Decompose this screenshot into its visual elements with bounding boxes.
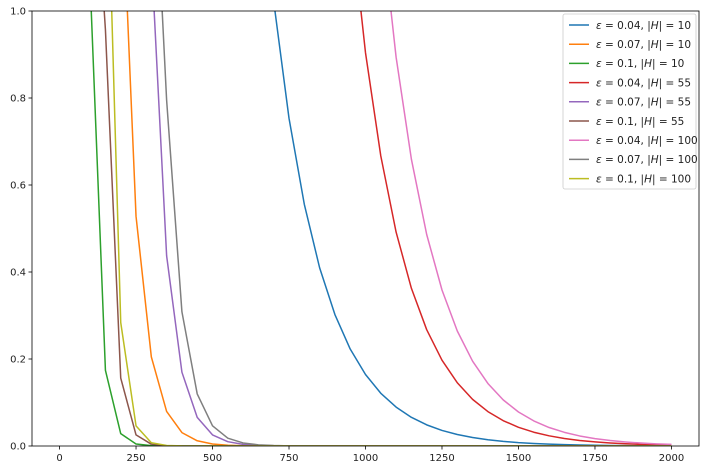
series-line-6 (390, 11, 672, 446)
x-axis: 0 250 500 750 1000 1250 1500 1750 2000 (56, 446, 684, 464)
legend-label-5: ε = 0.1, |H| = 55 (596, 116, 684, 128)
x-tick-label-5: 1250 (429, 453, 454, 464)
legend-label-4: ε = 0.07, |H| = 55 (596, 97, 691, 109)
x-tick-label-0: 0 (56, 453, 62, 464)
x-tick-label-4: 1000 (353, 453, 378, 464)
y-tick-label-1: 0.2 (10, 355, 26, 366)
x-tick-label-2: 500 (203, 453, 222, 464)
y-axis: 0.0 0.2 0.4 0.6 0.8 1.0 (10, 7, 32, 453)
y-tick-label-3: 0.6 (10, 181, 26, 192)
x-tick-label-7: 1750 (582, 453, 607, 464)
y-tick-label-0: 0.0 (10, 442, 26, 453)
legend-label-7: ε = 0.07, |H| = 100 (596, 154, 698, 166)
y-tick-label-2: 0.4 (10, 268, 26, 279)
y-tick-label-4: 0.8 (10, 94, 26, 105)
x-tick-label-6: 1500 (506, 453, 531, 464)
legend-label-3: ε = 0.04, |H| = 55 (596, 77, 691, 89)
legend-label-0: ε = 0.04, |H| = 10 (596, 20, 691, 32)
legend-label-6: ε = 0.04, |H| = 100 (596, 135, 698, 147)
legend: ε = 0.04, |H| = 10 ε = 0.07, |H| = 10 ε = … (562, 13, 698, 190)
legend-box (562, 13, 697, 190)
y-tick-label-5: 1.0 (10, 7, 26, 18)
x-tick-label-8: 2000 (659, 453, 684, 464)
x-tick-label-1: 250 (126, 453, 145, 464)
legend-label-1: ε = 0.07, |H| = 10 (596, 39, 691, 51)
series-line-0 (274, 11, 672, 446)
series-line-3 (360, 11, 672, 446)
x-tick-label-3: 750 (279, 453, 298, 464)
legend-label-2: ε = 0.1, |H| = 10 (596, 58, 684, 70)
series-line-1 (126, 11, 672, 446)
legend-label-8: ε = 0.1, |H| = 100 (596, 173, 691, 185)
series-line-4 (153, 11, 672, 446)
series-line-8 (110, 11, 672, 446)
